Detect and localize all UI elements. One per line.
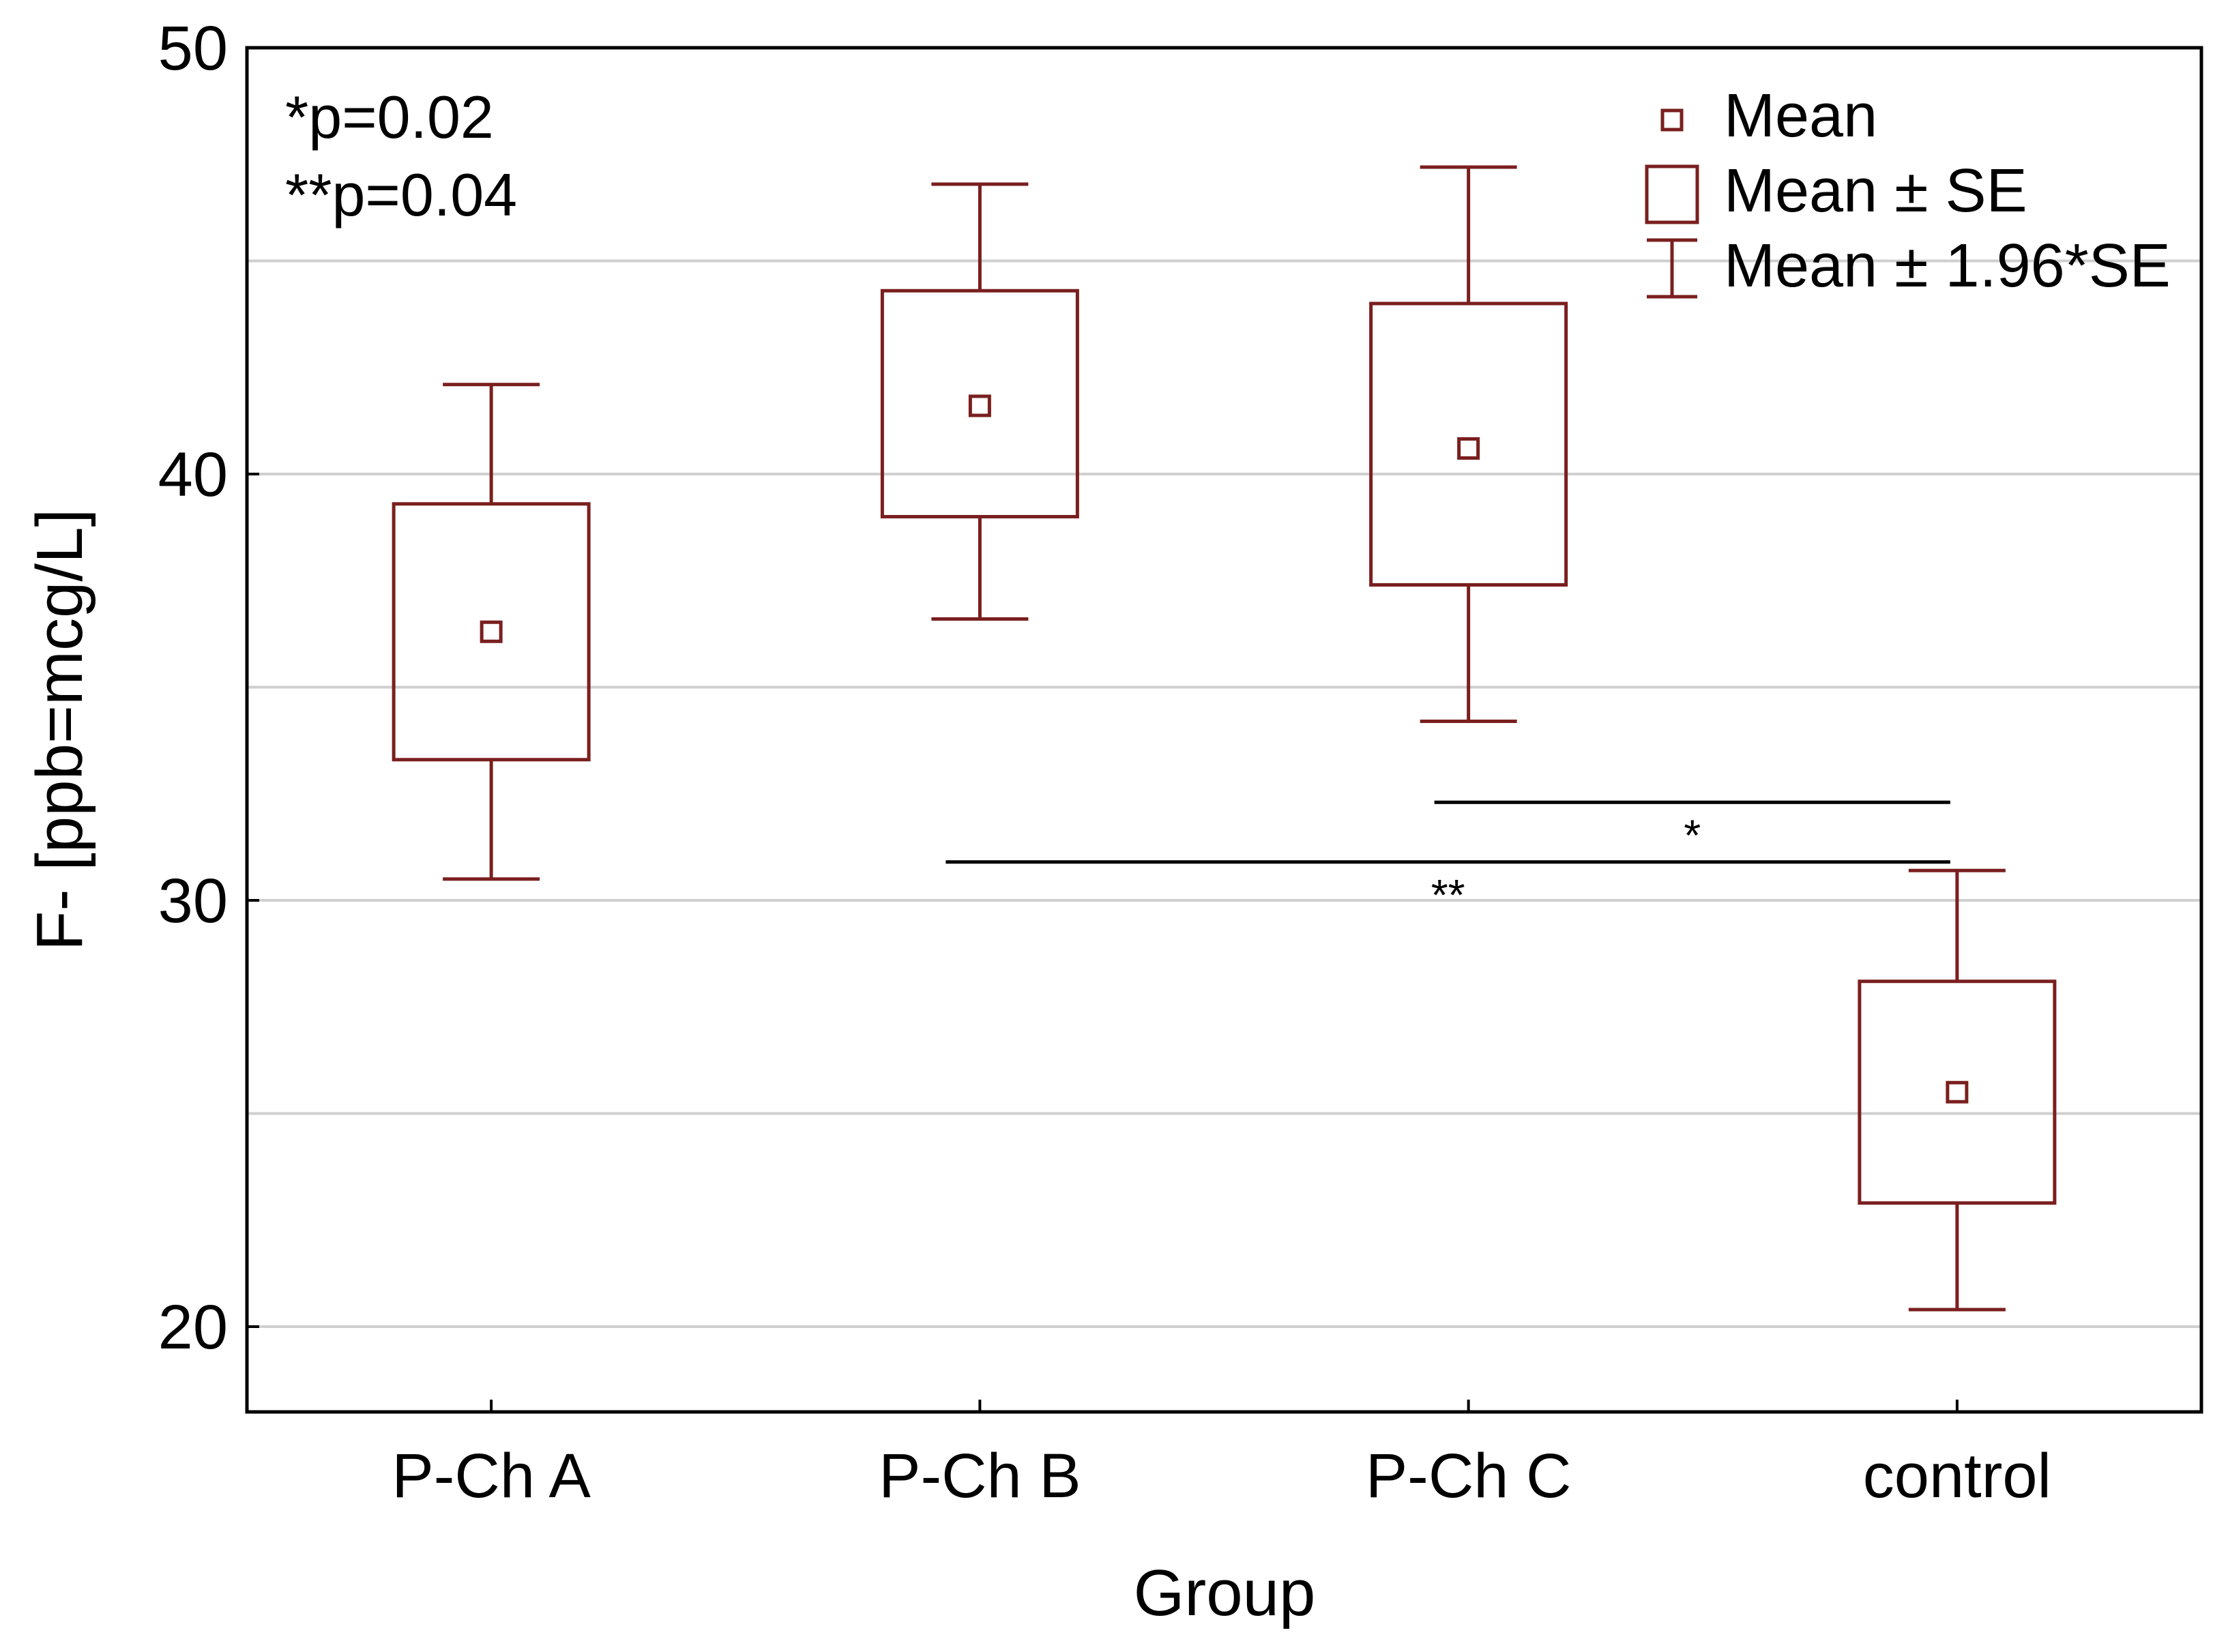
box-group-p-ch-b	[880, 182, 1079, 621]
x-axis-title: Group	[1134, 1557, 1316, 1629]
legend-se-box	[1645, 164, 1699, 224]
legend-ci-whisker	[1647, 238, 1697, 299]
y-tick-label-50: 50	[158, 14, 228, 83]
y-tick-label-40: 40	[158, 440, 228, 510]
legend: Mean Mean ± SE Mean ± 1.96*SE	[1645, 82, 2171, 300]
gridlines	[247, 259, 2201, 1328]
se-box-p-ch-a	[392, 502, 591, 762]
legend-ci-label: Mean ± 1.96*SE	[1724, 232, 2171, 300]
p-value-annotation-2: **p=0.04	[285, 161, 517, 228]
legend-mean-label: Mean	[1724, 82, 1877, 150]
x-tick-label-p-ch-c: P-Ch C	[1366, 1441, 1572, 1511]
x-tick-label-p-ch-b: P-Ch B	[879, 1441, 1081, 1511]
boxes	[392, 165, 2057, 1312]
significance-brackets: ***	[946, 800, 1950, 919]
axis-ticks: 20 30 40 50 P-Ch A P-Ch B P-Ch C control	[158, 14, 2051, 1511]
legend-mean-marker	[1660, 108, 1684, 132]
mean-marker-p-ch-b	[968, 394, 991, 417]
box-group-p-ch-c	[1369, 165, 1568, 723]
se-box-p-ch-b	[880, 289, 1079, 518]
box-group-control	[1858, 868, 2057, 1312]
legend-se-label: Mean ± SE	[1724, 157, 2027, 225]
y-tick-label-30: 30	[158, 866, 228, 936]
mean-marker-p-ch-c	[1457, 437, 1480, 460]
mean-marker-control	[1946, 1080, 1969, 1104]
significance-mark-2: **	[1431, 870, 1465, 919]
plot-frame	[245, 46, 2203, 1414]
x-tick-label-p-ch-a: P-Ch A	[392, 1441, 591, 1511]
y-tick-label-20: 20	[158, 1293, 228, 1362]
p-value-annotation-1: *p=0.02	[285, 83, 494, 151]
y-axis-title: F- [ppb=mcg/L]	[23, 509, 96, 951]
se-box-p-ch-c	[1369, 301, 1568, 587]
se-box-control	[1858, 979, 2057, 1205]
box-group-p-ch-a	[392, 383, 591, 881]
mean-marker-p-ch-a	[480, 620, 503, 643]
x-tick-label-control: control	[1863, 1441, 2051, 1511]
significance-mark-1: *	[1684, 810, 1701, 859]
